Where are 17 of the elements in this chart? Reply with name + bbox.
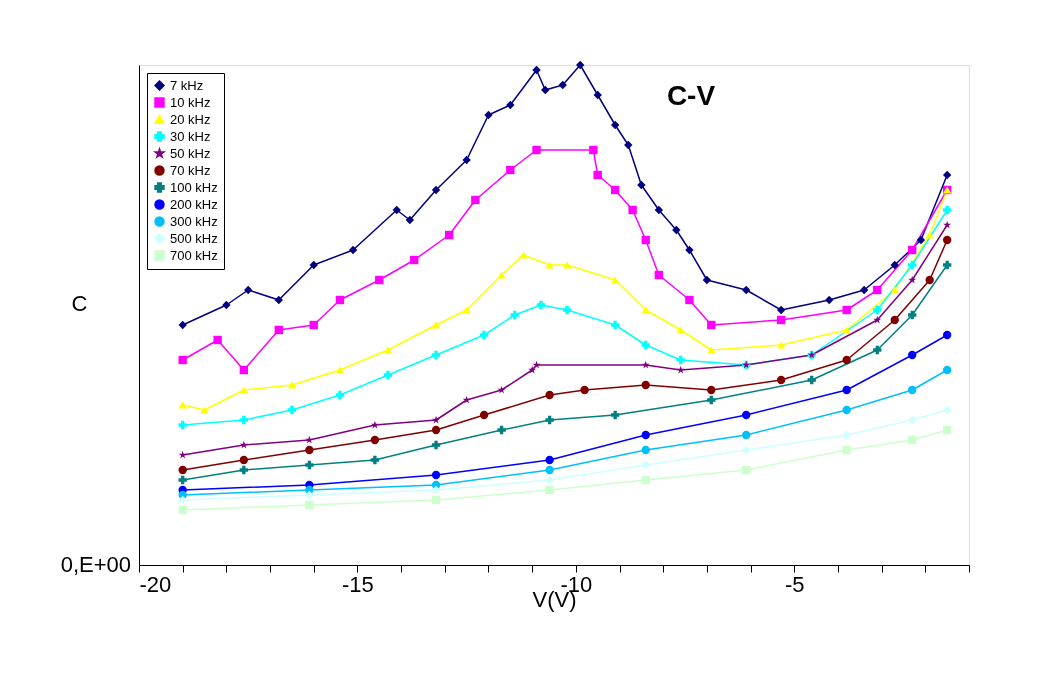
- legend-label: 200 kHz: [170, 196, 218, 212]
- y-axis-title: C: [71, 290, 88, 316]
- legend-label: 10 kHz: [170, 94, 211, 110]
- legend-label: 7 kHz: [170, 77, 204, 93]
- legend-label: 50 kHz: [170, 145, 211, 161]
- x-tick-label: -20: [139, 571, 172, 597]
- legend-label: 20 kHz: [170, 111, 211, 127]
- text: 0,E+00: [60, 552, 131, 577]
- x-tick-label: -5: [784, 571, 805, 597]
- text: C-V: [666, 79, 716, 111]
- legend-label: 700 kHz: [170, 247, 218, 263]
- legend-label: 100 kHz: [170, 179, 218, 195]
- legend-label: 500 kHz: [170, 230, 218, 246]
- x-tick-label: -15: [342, 571, 374, 597]
- legend-label: 30 kHz: [170, 128, 211, 144]
- legend-label: 70 kHz: [170, 162, 211, 178]
- legend-label: 300 kHz: [170, 213, 218, 229]
